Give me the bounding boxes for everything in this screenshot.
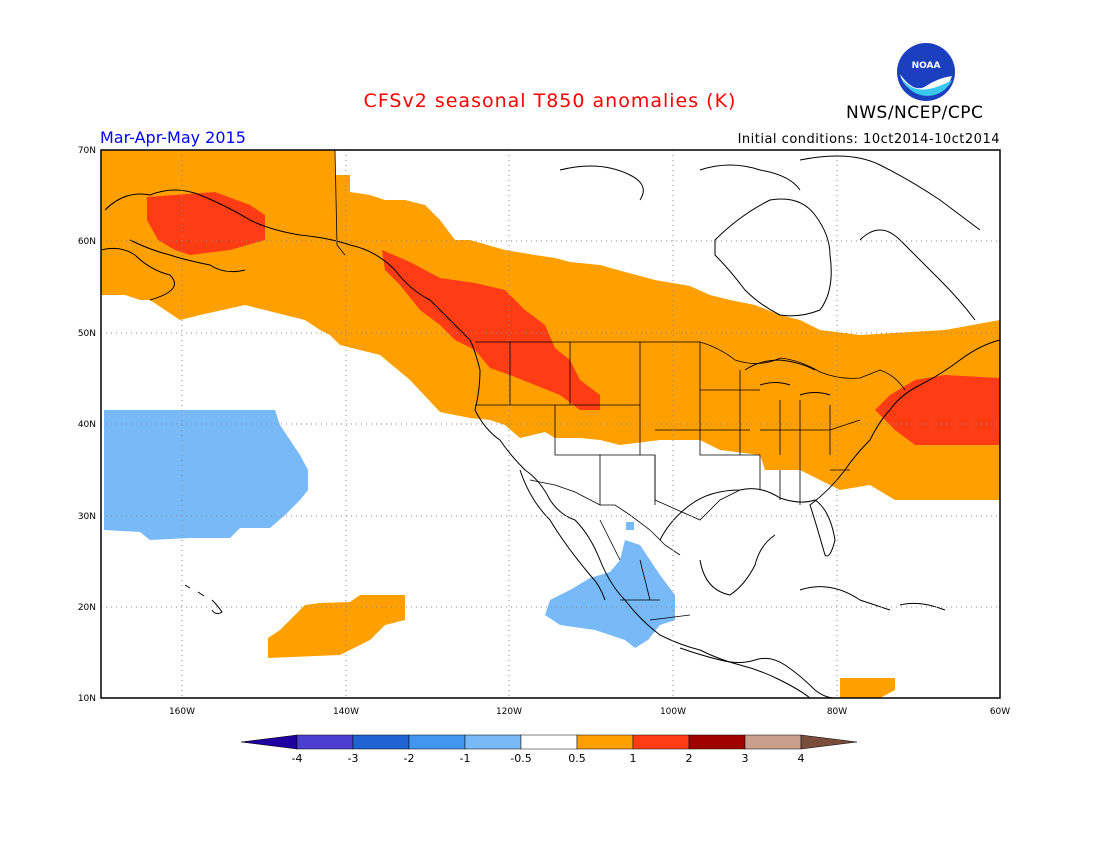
colorbar-label: -1 xyxy=(460,752,471,765)
lat-label: 40N xyxy=(78,420,96,430)
colorbar-label: 1 xyxy=(630,752,637,765)
forecast-period: Mar-Apr-May 2015 xyxy=(100,128,246,147)
warm-anomaly-alaska xyxy=(101,150,1000,500)
warm-anomaly-caribbean xyxy=(840,678,895,698)
colorbar-label: 4 xyxy=(798,752,805,765)
colorbar xyxy=(240,734,858,750)
colorbar-label: -0.5 xyxy=(510,752,531,765)
map-title: CFSv2 seasonal T850 anomalies (K) xyxy=(363,90,737,112)
lon-label: 160W xyxy=(169,707,195,717)
coastlines xyxy=(100,155,1001,699)
longitude-labels: 160W 140W 120W 100W 80W 60W xyxy=(169,707,1010,717)
lon-label: 120W xyxy=(496,707,522,717)
cool-anomaly-pacific xyxy=(104,410,308,540)
colorbar-swatch xyxy=(688,734,746,750)
svg-text:NOAA: NOAA xyxy=(912,61,941,71)
colorbar-arrow-left xyxy=(240,734,298,750)
lon-label: 80W xyxy=(827,707,847,717)
colorbar-label: 3 xyxy=(742,752,749,765)
lon-label: 100W xyxy=(660,707,686,717)
latitude-labels: 70N 60N 50N 40N 30N 20N 10N xyxy=(78,146,96,704)
colorbar-label: -4 xyxy=(292,752,303,765)
lat-label: 30N xyxy=(78,512,96,522)
initial-conditions: Initial conditions: 10ct2014-10ct2014 xyxy=(737,132,1000,147)
colorbar-label: -2 xyxy=(404,752,415,765)
lon-label: 60W xyxy=(990,707,1010,717)
warm-core-alaska xyxy=(147,192,265,255)
lat-label: 10N xyxy=(78,694,96,704)
lat-label: 50N xyxy=(78,329,96,339)
colorbar-swatch xyxy=(464,734,522,750)
colorbar-labels: -4 -3 -2 -1 -0.5 0.5 1 2 3 4 xyxy=(292,752,805,765)
lon-label: 140W xyxy=(333,707,359,717)
cool-anomaly-mexico xyxy=(545,540,675,648)
colorbar-label: 0.5 xyxy=(568,752,586,765)
lat-label: 20N xyxy=(78,603,96,613)
colorbar-swatch xyxy=(352,734,410,750)
colorbar-swatch xyxy=(632,734,690,750)
colorbar-swatch xyxy=(520,734,578,750)
colorbar-label: -3 xyxy=(348,752,359,765)
cool-anomaly-mexico-dot xyxy=(626,522,634,530)
colorbar-swatch xyxy=(744,734,802,750)
warm-core-northwest xyxy=(382,250,600,410)
lat-label: 60N xyxy=(78,237,96,247)
colorbar-swatch xyxy=(296,734,354,750)
anomaly-fields xyxy=(101,150,1000,698)
colorbar-label: 2 xyxy=(686,752,693,765)
graticule xyxy=(101,150,1000,698)
warm-core-northeast xyxy=(875,375,1000,445)
colorbar-swatch xyxy=(408,734,466,750)
lat-label: 70N xyxy=(78,146,96,156)
political-borders xyxy=(334,149,906,621)
noaa-logo-icon: NOAA xyxy=(897,43,955,101)
colorbar-swatch xyxy=(576,734,634,750)
warm-anomaly-tropical-pacific xyxy=(268,595,405,658)
agency-label: NWS/NCEP/CPC xyxy=(846,103,984,123)
map-frame xyxy=(100,149,1001,699)
colorbar-arrow-right xyxy=(800,734,858,750)
